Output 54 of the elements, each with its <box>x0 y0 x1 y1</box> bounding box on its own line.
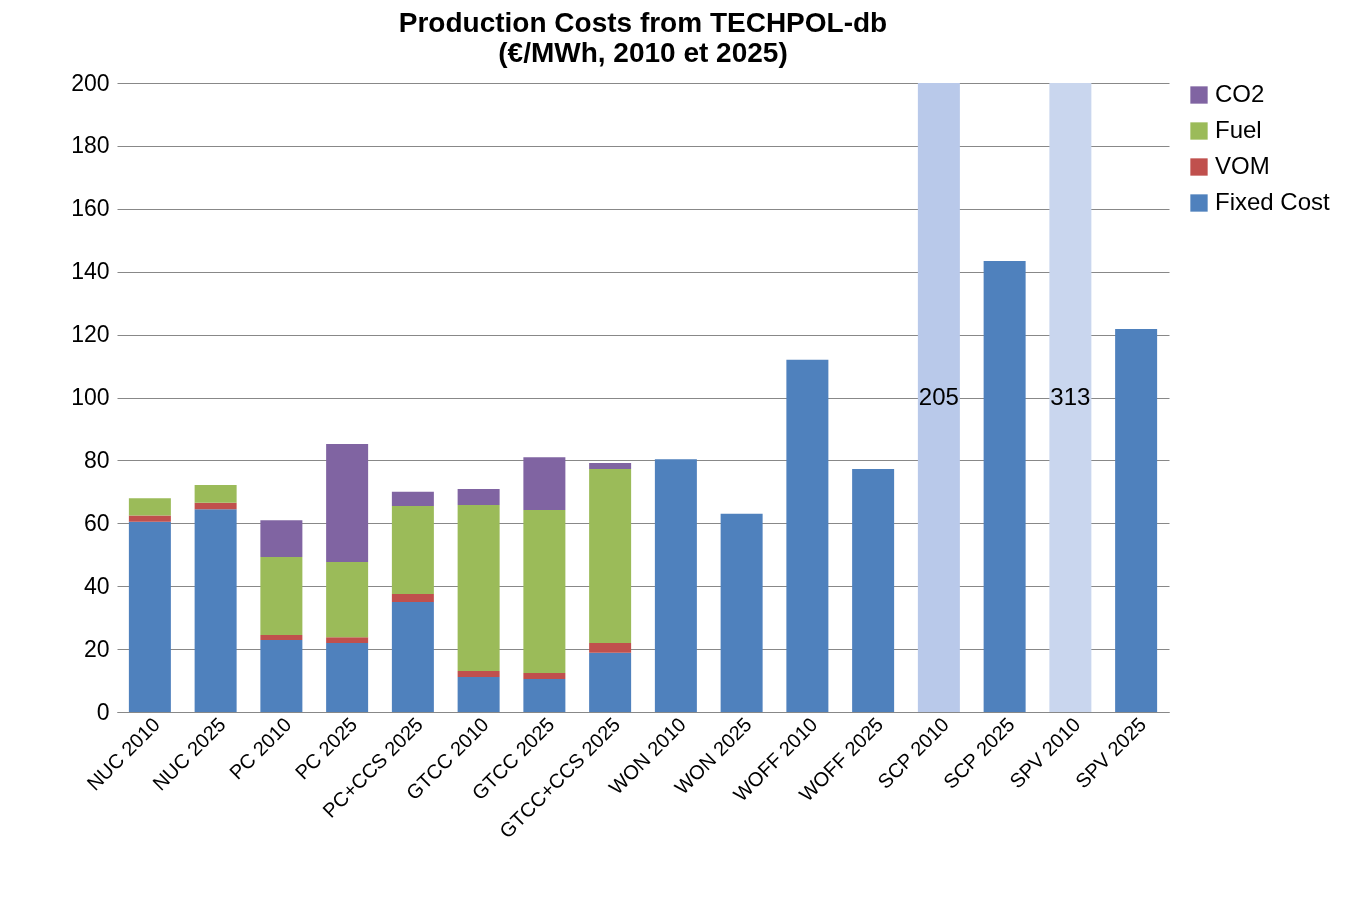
bar <box>194 502 237 510</box>
bar <box>260 639 303 712</box>
y-tick-label: 200 <box>71 69 110 96</box>
y-tick-label: 40 <box>83 572 110 599</box>
bar <box>523 457 566 511</box>
legend-label: CO2 <box>1215 80 1265 107</box>
bar <box>589 468 632 644</box>
bar <box>391 491 434 506</box>
bar <box>457 489 500 506</box>
bar <box>1115 328 1158 712</box>
bar <box>391 506 434 595</box>
bar <box>326 444 369 562</box>
y-tick-label: 80 <box>83 446 110 473</box>
bar <box>128 515 171 522</box>
bar <box>523 673 566 679</box>
bar <box>391 601 434 712</box>
y-tick-label: 0 <box>96 698 110 725</box>
bar <box>589 652 632 712</box>
bar <box>983 261 1026 712</box>
chart-title: Production Costs from TECHPOL-db (€/MWh, 2010 et 2025) <box>398 7 888 68</box>
annotation: 205 <box>918 382 959 410</box>
bar <box>260 520 303 557</box>
annotation: 313 <box>1050 382 1091 410</box>
bar <box>326 561 369 638</box>
bar <box>194 484 237 503</box>
bar <box>589 643 632 653</box>
bar <box>457 505 500 672</box>
bar <box>457 671 500 678</box>
bar <box>260 556 303 635</box>
legend-label: Fuel <box>1215 116 1262 143</box>
bar <box>589 462 632 469</box>
legend-label: Fixed Cost <box>1215 188 1331 215</box>
y-tick-label: 160 <box>71 195 110 222</box>
y-tick-label: 140 <box>71 258 110 285</box>
bar <box>523 678 566 712</box>
y-tick-label: 20 <box>83 635 110 662</box>
bar <box>720 513 763 712</box>
legend-label: VOM <box>1215 152 1270 179</box>
bar <box>128 521 171 712</box>
bar <box>391 594 434 602</box>
bar <box>523 510 566 673</box>
bar <box>852 468 895 712</box>
bar <box>654 459 697 712</box>
bar <box>457 677 500 712</box>
bar <box>786 359 829 712</box>
bar <box>326 637 369 644</box>
y-tick-label: 60 <box>83 509 110 536</box>
y-tick-label: 180 <box>71 132 110 159</box>
bar <box>326 643 369 712</box>
bar <box>260 634 303 640</box>
bar <box>128 498 171 516</box>
y-tick-label: 120 <box>71 321 110 348</box>
bar <box>194 509 237 712</box>
y-tick-label: 100 <box>71 384 110 410</box>
